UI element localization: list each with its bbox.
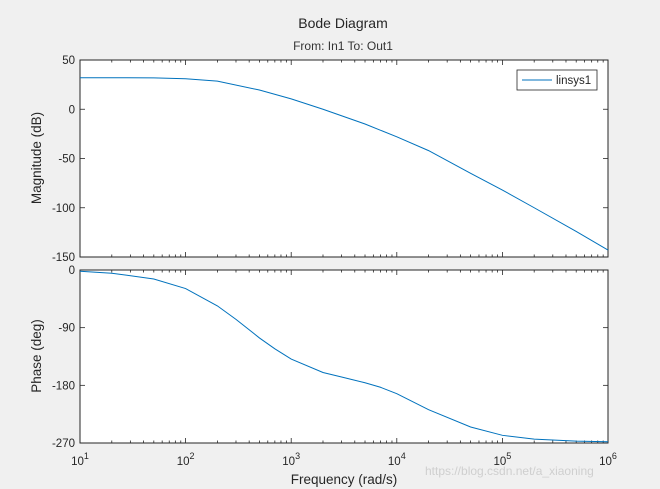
magnitude-y-tick-label: -100 [52, 203, 75, 215]
magnitude-y-tick-label: -150 [52, 252, 75, 264]
x-tick-base: 10 [493, 456, 506, 468]
magnitude-series-line [80, 77, 609, 251]
x-tick-label: 106 [599, 451, 617, 468]
x-tick-base: 10 [71, 456, 84, 468]
phase-ylabel: Phase (deg) [29, 319, 44, 393]
watermark: https://blog.csdn.net/a_xiaoning [425, 464, 594, 478]
phase-y-tick-label: -90 [58, 323, 75, 335]
chart-title: Bode Diagram [298, 15, 388, 31]
x-tick-base: 10 [388, 456, 401, 468]
x-tick-exponent: 4 [401, 451, 406, 461]
magnitude-ylabel: Magnitude (dB) [29, 112, 44, 204]
phase-y-tick-label: 0 [69, 265, 75, 277]
magnitude-y-tick-label: 50 [62, 55, 75, 67]
phase-y-tick-label: -180 [52, 380, 75, 392]
x-tick-label: 105 [493, 451, 511, 468]
x-tick-base: 10 [282, 456, 295, 468]
magnitude-axes [79, 59, 609, 258]
x-tick-exponent: 1 [84, 451, 89, 461]
legend: linsys1 [516, 69, 598, 91]
magnitude-y-tick-label: 0 [69, 104, 75, 116]
legend-entry: linsys1 [556, 75, 591, 87]
magnitude-y-tick-label: -50 [58, 154, 75, 166]
x-tick-exponent: 2 [189, 451, 194, 461]
phase-series-line [79, 270, 609, 443]
x-tick-label: 104 [388, 451, 406, 468]
x-tick-base: 10 [177, 456, 190, 468]
x-tick-base: 10 [599, 456, 612, 468]
x-tick-label: 101 [71, 451, 89, 468]
x-axis-label: Frequency (rad/s) [291, 472, 398, 487]
phase-y-tick-label: -270 [52, 438, 75, 450]
phase-axes [79, 269, 609, 444]
x-tick-exponent: 3 [295, 451, 300, 461]
x-tick-label: 103 [282, 451, 300, 468]
x-tick-exponent: 6 [612, 451, 617, 461]
legend-box [516, 69, 598, 91]
chart-subtitle: From: In1 To: Out1 [293, 39, 393, 53]
x-tick-label: 102 [177, 451, 195, 468]
x-tick-exponent: 5 [506, 451, 511, 461]
